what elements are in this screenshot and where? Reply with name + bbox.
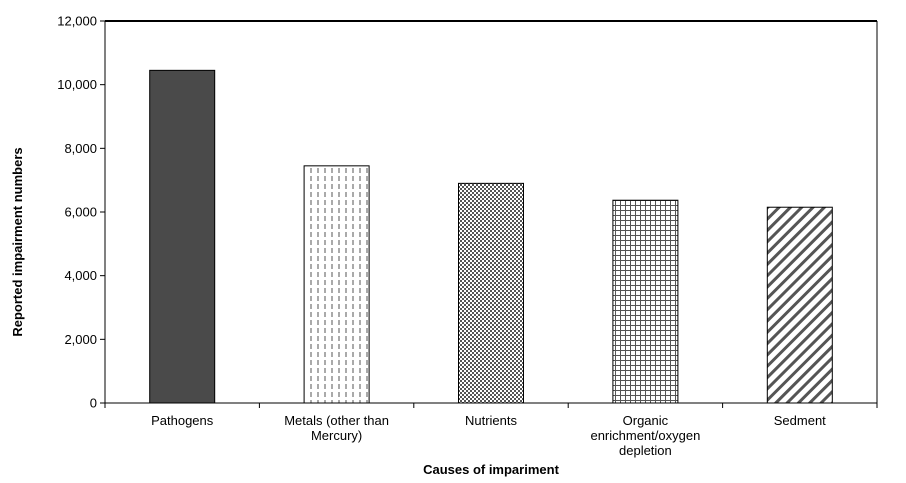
y-tick-label: 2,000 [64,332,97,347]
y-tick-label: 12,000 [57,14,97,29]
y-tick-label: 4,000 [64,268,97,283]
y-tick-label: 10,000 [57,77,97,92]
bar [612,199,679,404]
y-tick-label: 8,000 [64,141,97,156]
x-tick-label: Nutrients [465,413,518,428]
bar [303,165,370,404]
x-tick-label: Organic enrichment/oxygen depletion [590,413,700,458]
x-axis-title: Causes of impariment [423,462,559,477]
bar [149,69,216,404]
bar [766,206,833,404]
x-tick-label: Pathogens [151,413,214,428]
bar [458,182,524,404]
y-axis-title: Reported impairment numbers [10,147,25,336]
y-tick-label: 0 [90,396,97,411]
y-tick-label: 6,000 [64,205,97,220]
x-tick-label: Sedment [774,413,826,428]
x-tick-label: Metals (other than Mercury) [284,413,389,443]
